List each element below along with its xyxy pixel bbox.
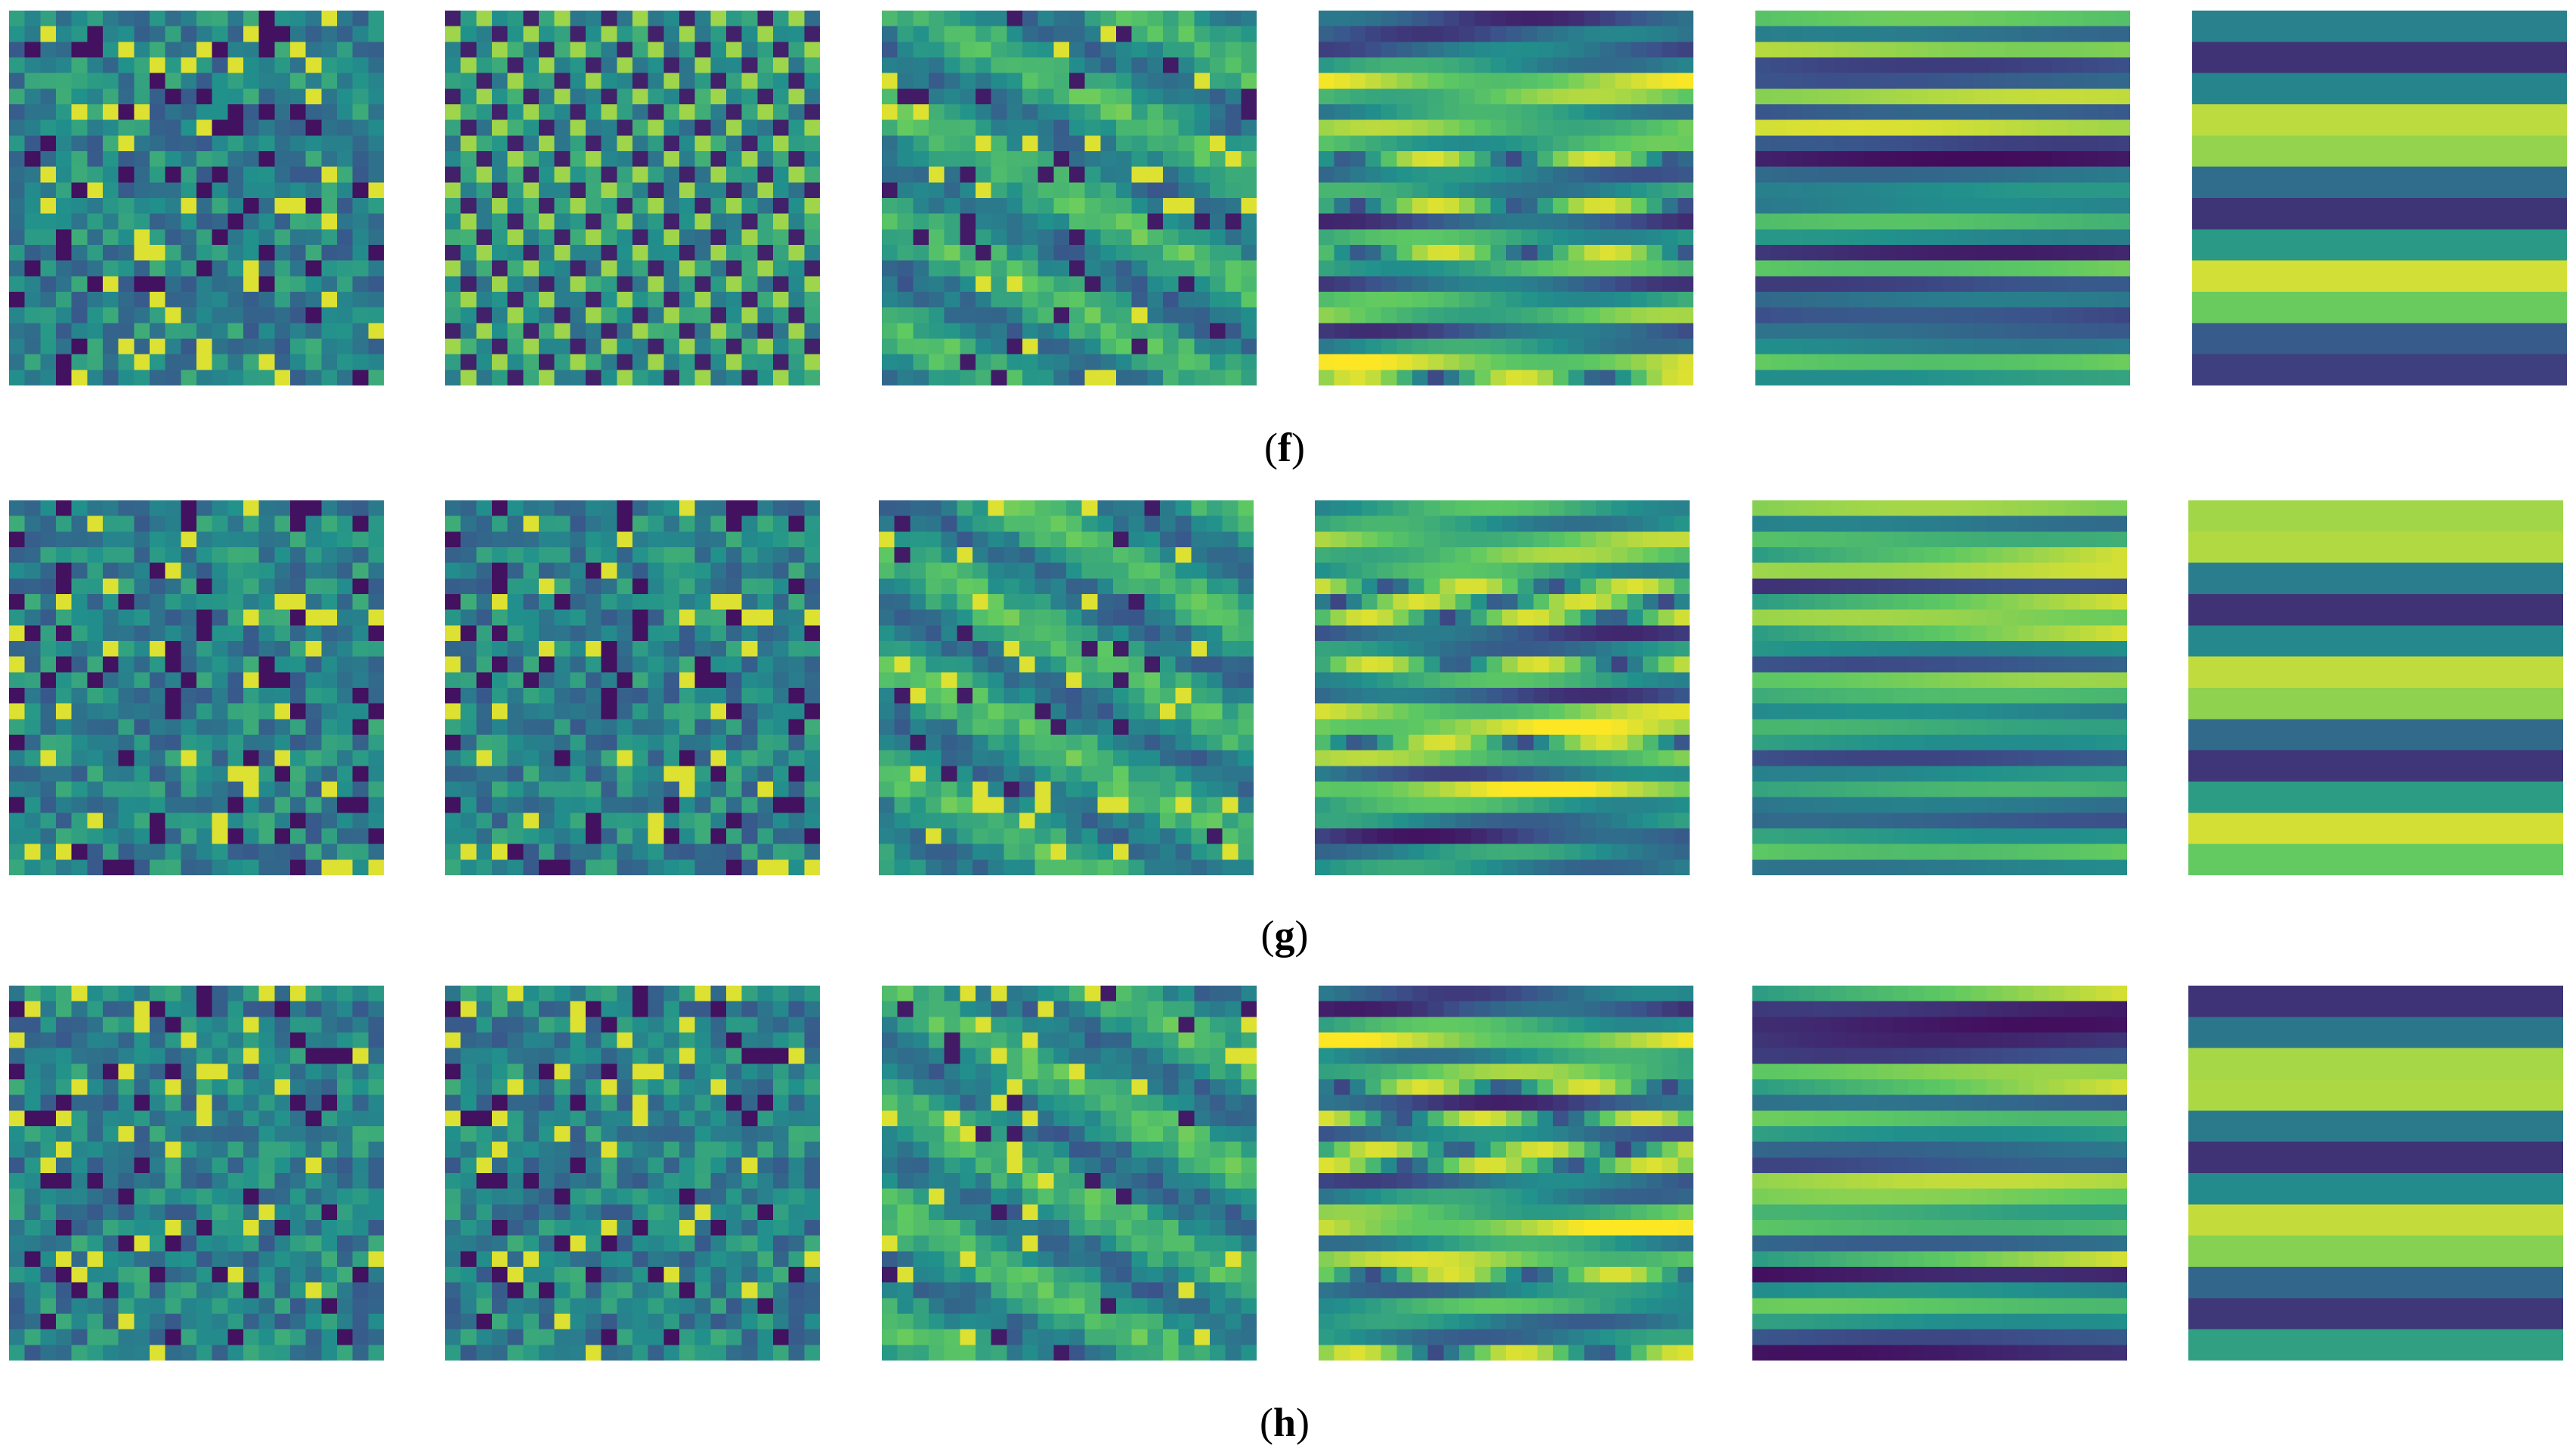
- heatmap-f-6: [2192, 11, 2567, 385]
- heatmap-f-1: [9, 11, 384, 385]
- caption-g: (g): [1260, 912, 1309, 958]
- heatmap-g-6: [2188, 500, 2563, 875]
- heatmap-f-5: [1755, 11, 2130, 385]
- heatmap-g-5: [1752, 500, 2127, 875]
- heatmap-h-4: [1319, 986, 1693, 1361]
- heatmap-h-6: [2188, 986, 2563, 1361]
- heatmap-f-3: [882, 11, 1257, 385]
- heatmap-h-2: [445, 986, 820, 1361]
- heatmap-g-2: [445, 500, 820, 875]
- heatmap-g-1: [9, 500, 384, 875]
- heatmap-g-3: [879, 500, 1254, 875]
- heatmap-f-2: [445, 11, 820, 385]
- heatmap-g-4: [1315, 500, 1690, 875]
- heatmap-f-4: [1319, 11, 1693, 385]
- caption-f: (f): [1264, 425, 1305, 470]
- heatmap-h-3: [882, 986, 1257, 1361]
- heatmap-h-5: [1752, 986, 2127, 1361]
- caption-h: (h): [1259, 1400, 1310, 1445]
- heatmap-h-1: [9, 986, 384, 1361]
